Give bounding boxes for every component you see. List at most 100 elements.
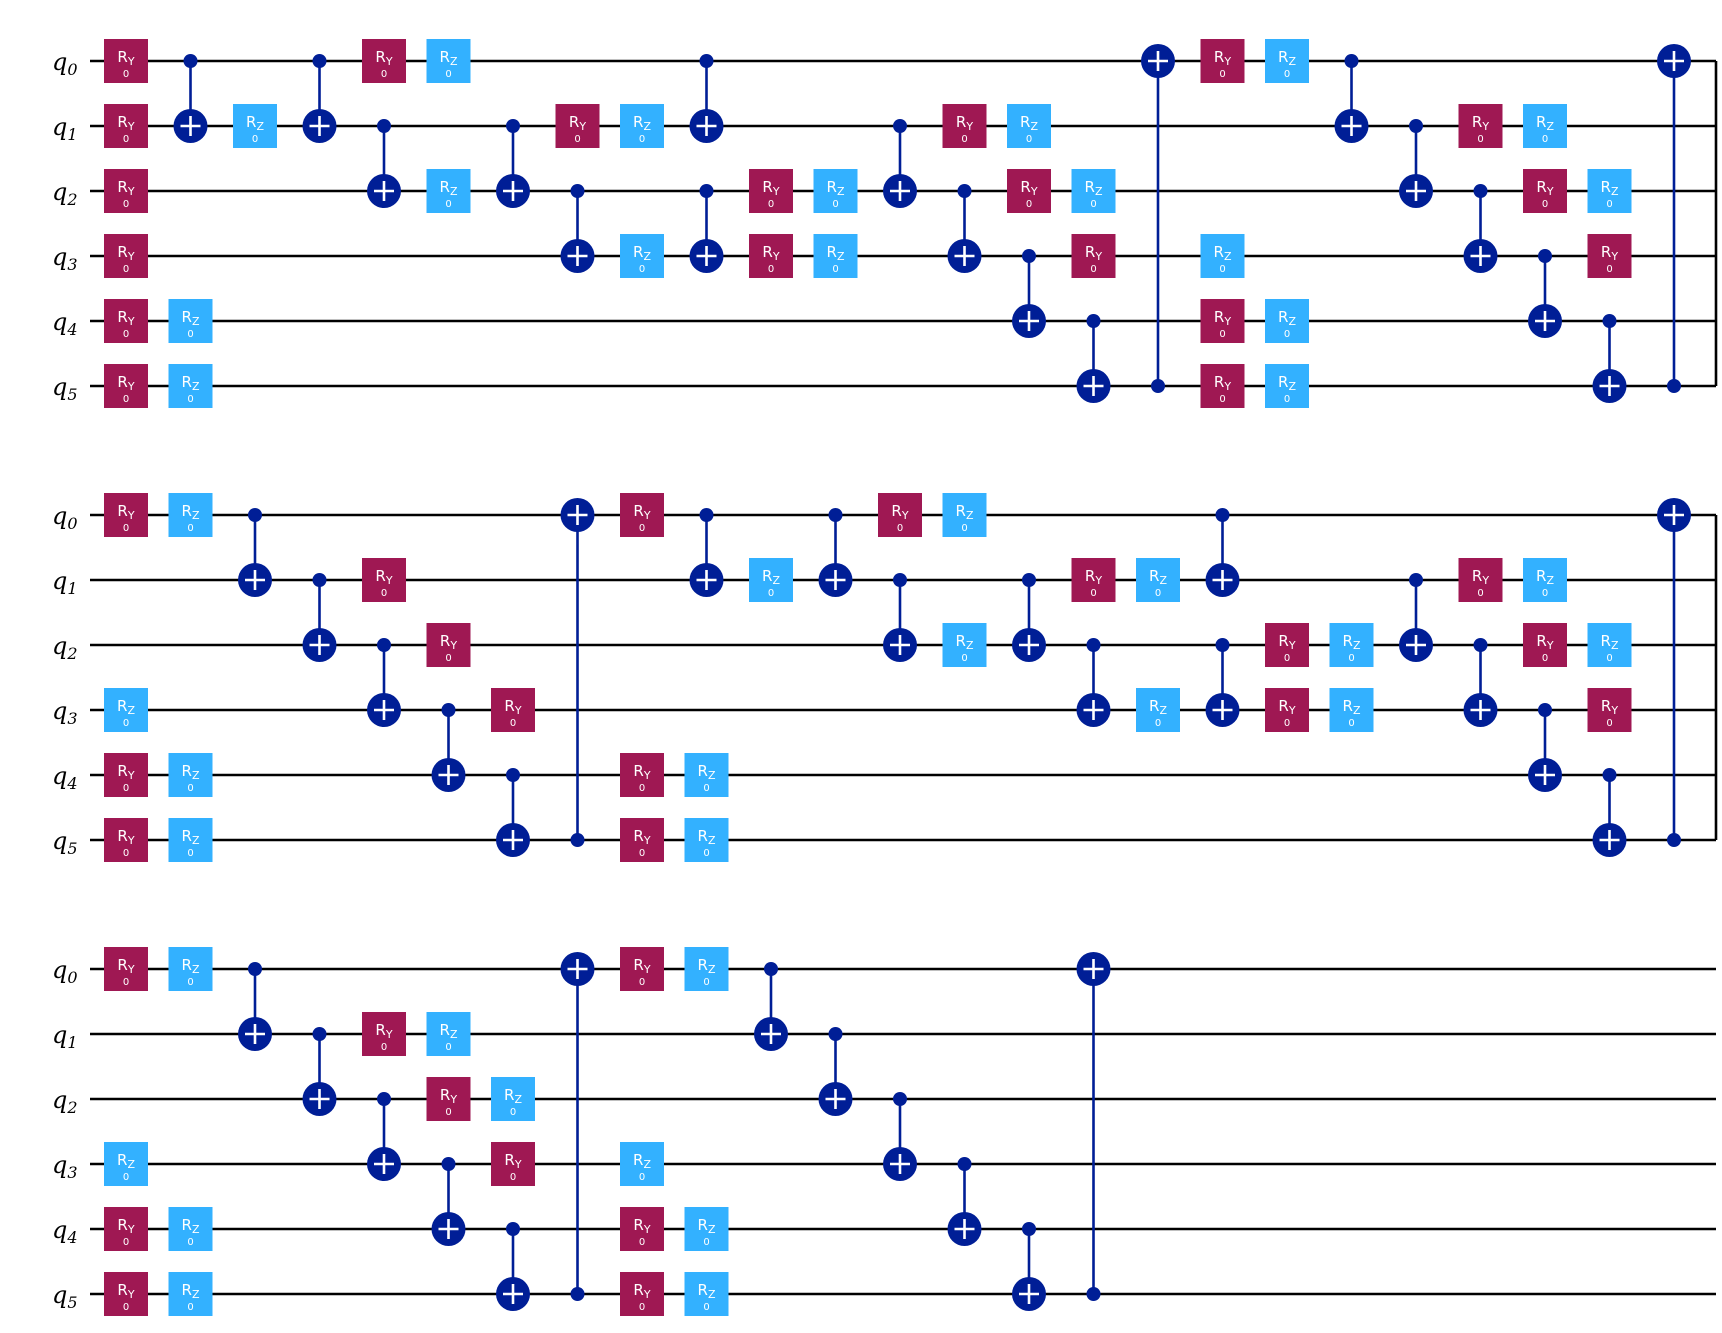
gate-box: [620, 104, 664, 148]
cnot-gate: [1012, 1222, 1046, 1311]
gate-param: 0: [1606, 264, 1612, 275]
cnot-gate: [1012, 249, 1046, 338]
cnot-gate: [367, 119, 401, 208]
gate-box: [104, 818, 148, 862]
gate-box: [1265, 364, 1309, 408]
cnot-gate: [818, 508, 853, 597]
rz-gate: RZ0: [942, 623, 987, 667]
rz-gate: RZ0: [168, 299, 213, 343]
control-dot: [506, 768, 520, 782]
gate-box: [104, 234, 148, 278]
cnot-gate: [1528, 703, 1562, 792]
gate-name: RZ: [182, 1216, 200, 1236]
gate-name: RY: [117, 113, 134, 133]
gate-box: [1587, 169, 1632, 213]
cnot-gate: [1012, 573, 1046, 662]
ry-gate: RY0: [104, 234, 148, 278]
cnot-gate: [431, 703, 466, 792]
gate-param: 0: [445, 1107, 451, 1118]
ry-gate: RY0: [1007, 169, 1051, 213]
gate-name: RY: [956, 113, 973, 133]
qubit-label: q2: [52, 632, 78, 663]
cnot-gate: [883, 573, 917, 662]
gate-name: RZ: [698, 1281, 716, 1301]
gate-box: [362, 1012, 406, 1056]
gate-param: 0: [1606, 718, 1612, 729]
control-dot: [1086, 314, 1101, 328]
gate-box: [1071, 169, 1116, 213]
gate-box: [104, 1207, 148, 1251]
gate-box: [1329, 688, 1374, 732]
gate-box: [749, 234, 793, 278]
cnot-gate: [431, 1157, 466, 1246]
gate-param: 0: [832, 264, 838, 275]
ry-gate: RY0: [104, 39, 148, 83]
gate-name: RZ: [1149, 567, 1167, 587]
gate-name: RY: [117, 502, 134, 522]
gate-box: [426, 39, 471, 83]
control-dot: [1344, 54, 1359, 68]
gate-box: [491, 688, 535, 732]
control-dot: [248, 962, 262, 976]
gate-param: 0: [123, 1302, 129, 1313]
gate-name: RZ: [827, 178, 845, 198]
gate-box: [104, 947, 148, 991]
control-dot: [699, 184, 714, 198]
gate-param: 0: [703, 977, 709, 988]
cnot-gate: [302, 573, 337, 662]
gate-name: RZ: [633, 113, 651, 133]
gate-param: 0: [187, 977, 193, 988]
ry-gate: RY0: [749, 234, 793, 278]
gate-param: 0: [1477, 588, 1483, 599]
gate-name: RY: [117, 762, 134, 782]
rz-gate: RZ0: [620, 234, 664, 278]
ry-gate: RY0: [104, 1272, 148, 1316]
control-dot: [828, 1027, 843, 1041]
control-dot: [312, 54, 327, 68]
gate-name: RZ: [1020, 113, 1038, 133]
rz-gate: RZ0: [942, 493, 987, 537]
rz-gate: RZ0: [1200, 234, 1245, 278]
gate-param: 0: [832, 199, 838, 210]
gate-param: 0: [639, 1302, 645, 1313]
ry-gate: RY0: [1071, 234, 1116, 278]
cnot-gate: [1334, 54, 1369, 143]
gate-param: 0: [1090, 588, 1096, 599]
ry-gate: RY0: [362, 1012, 406, 1056]
control-dot: [764, 962, 778, 976]
gate-name: RY: [1472, 567, 1489, 587]
gate-box: [1071, 558, 1116, 602]
cnot-gate: [173, 54, 208, 143]
gate-name: RY: [375, 1021, 392, 1041]
control-dot: [1022, 573, 1036, 587]
rz-gate: RZ0: [1071, 169, 1116, 213]
gate-box: [168, 753, 213, 797]
gate-param: 0: [1219, 329, 1225, 340]
ry-gate: RY0: [104, 753, 148, 797]
rz-gate: RZ0: [491, 1077, 535, 1121]
qubit-label: q4: [52, 308, 78, 339]
rz-gate: RZ0: [1523, 558, 1567, 602]
ry-gate: RY0: [1200, 39, 1245, 83]
ry-gate: RY0: [491, 688, 535, 732]
qubit-label: q0: [52, 502, 78, 533]
cnot-gate: [689, 508, 724, 597]
gate-param: 0: [187, 1302, 193, 1313]
gate-name: RY: [1020, 178, 1037, 198]
gate-name: RZ: [1278, 373, 1296, 393]
gate-param: 0: [1155, 588, 1161, 599]
gate-param: 0: [123, 848, 129, 859]
ry-gate: RY0: [620, 1207, 664, 1251]
gate-name: RZ: [698, 827, 716, 847]
gate-name: RY: [117, 1281, 134, 1301]
gate-name: RY: [117, 1216, 134, 1236]
gate-box: [426, 623, 471, 667]
ry-gate: RY0: [620, 493, 664, 537]
gate-param: 0: [123, 329, 129, 340]
gate-param: 0: [510, 1107, 516, 1118]
control-dot: [1538, 249, 1552, 263]
gate-box: [168, 493, 213, 537]
rz-gate: RZ0: [104, 1142, 148, 1186]
ry-gate: RY0: [426, 623, 471, 667]
